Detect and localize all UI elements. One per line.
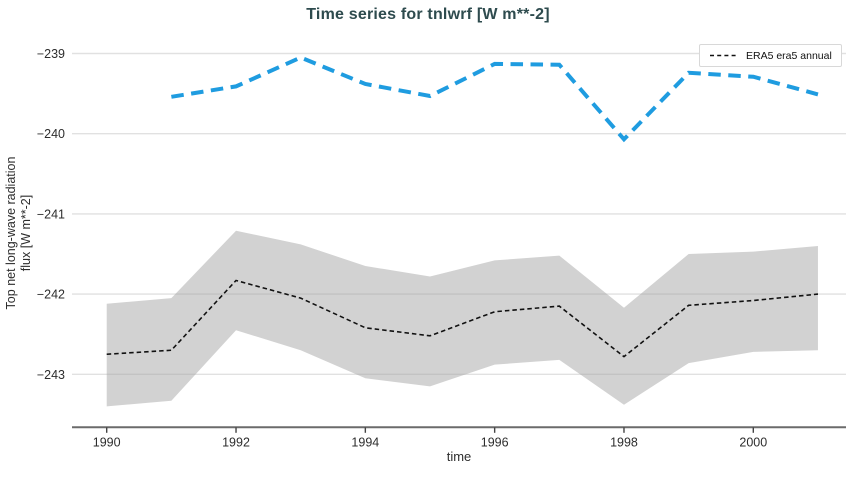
uncertainty-band [106, 230, 818, 407]
y-tick-label: −240 [37, 127, 65, 141]
chart-title: Time series for tnlwrf [W m**-2] [306, 6, 550, 23]
x-tick-label: 1992 [222, 435, 250, 449]
x-tick-label: 1990 [93, 435, 121, 449]
series-line-blue-annual [171, 55, 819, 143]
y-tick-label: −241 [37, 207, 65, 221]
legend-label: ERA5 era5 annual [746, 49, 832, 62]
y-tick-label: −242 [37, 288, 65, 302]
y-tick-label: −243 [37, 368, 65, 382]
y-tick-label: −239 [37, 47, 65, 61]
series-line-era5-annual [106, 279, 819, 358]
x-tick-label: 1998 [610, 435, 638, 449]
x-tick-label: 1996 [481, 435, 509, 449]
legend[interactable]: ERA5 era5 annual [699, 44, 842, 67]
x-tick-label: 1994 [351, 435, 379, 449]
legend-dash-sample-icon [710, 54, 738, 57]
x-axis-title: time [446, 449, 472, 464]
x-tick-label: 2000 [739, 435, 767, 449]
